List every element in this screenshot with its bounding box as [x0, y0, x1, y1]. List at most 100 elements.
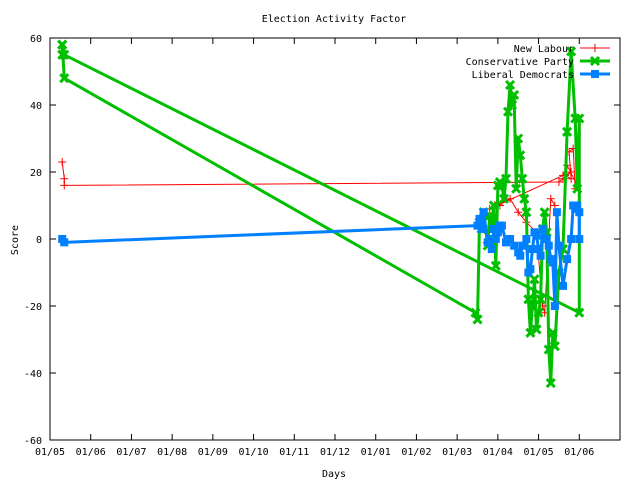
x-tick-label: 01/01 [361, 447, 391, 458]
conservative-party-point [545, 377, 556, 389]
conservative-party-point [539, 207, 550, 218]
liberal-democrats-point [573, 201, 582, 210]
liberal-democrats-point [575, 235, 584, 243]
liberal-democrats-point [559, 281, 567, 290]
new-labour-point [60, 174, 69, 183]
conservative-party-point [529, 274, 540, 285]
liberal-democrats-point [548, 258, 557, 267]
conservative-party-point [470, 307, 481, 318]
y-tick-label: -20 [24, 302, 42, 313]
liberal-democrats-point [536, 251, 545, 260]
conservative-party-point [509, 89, 520, 101]
liberal-democrats-point [526, 265, 535, 274]
conservative-party-point [525, 327, 536, 338]
conservative-party-point [515, 150, 526, 161]
conservative-party-point [531, 324, 542, 335]
new-labour-point [546, 194, 555, 203]
liberal-democrats-point [550, 302, 559, 310]
conservative-party-point [490, 260, 501, 271]
conservative-party-point [523, 294, 534, 305]
conservative-party-point [574, 113, 585, 124]
x-tick-label: 01/09 [198, 447, 228, 458]
new-labour-point [514, 208, 523, 217]
y-tick-label: 60 [30, 34, 42, 45]
liberal-democrats-point [544, 241, 553, 250]
x-tick-label: 01/05 [524, 447, 554, 458]
liberal-democrats-point [518, 241, 527, 250]
new-labour-point [60, 181, 69, 190]
x-tick-label: 01/02 [401, 447, 431, 458]
conservative-party-point [513, 133, 524, 144]
conservative-party-point [572, 183, 583, 194]
y-tick-label: -40 [24, 369, 42, 380]
conservative-party-point [59, 73, 70, 84]
legend-marker-liberal-democrats [591, 70, 599, 78]
conservative-party-point [566, 46, 577, 57]
legend-marker-conservative-party [589, 55, 601, 67]
series-liberal-democrats [58, 201, 584, 310]
conservative-party-point [511, 183, 522, 194]
x-tick-label: 01/04 [483, 447, 513, 458]
legend: New Labour Conservative Party Liberal Demo… [466, 44, 610, 81]
new-labour-point [567, 168, 576, 176]
liberal-democrats-point [60, 238, 69, 247]
conservative-party-point [507, 99, 518, 111]
conservative-party-point [505, 79, 516, 90]
x-tick-label: 01/05 [35, 447, 65, 458]
x-tick-label: 01/07 [116, 447, 146, 458]
liberal-democrats-point [485, 235, 494, 243]
liberal-democrats-point [534, 245, 543, 254]
liberal-democrats-point [510, 241, 519, 250]
x-tick-label: 01/06 [564, 447, 594, 458]
liberal-democrats-point [489, 224, 498, 233]
liberal-democrats-point [575, 208, 584, 217]
liberal-democrats-point [522, 235, 531, 243]
liberal-democrats-point [567, 235, 576, 243]
x-tick-label: 01/11 [279, 447, 309, 458]
liberal-democrats-point [487, 245, 496, 254]
liberal-democrats-point [538, 224, 547, 233]
conservative-party-point [547, 327, 558, 338]
liberal-democrats-point [493, 228, 502, 237]
liberal-democrats-point [554, 241, 563, 250]
liberal-democrats-point [475, 214, 484, 223]
liberal-democrats-point [477, 224, 486, 233]
plot-area [57, 39, 585, 389]
new-labour-point [554, 178, 563, 187]
conservative-party-point [574, 307, 585, 318]
liberal-democrats-point [502, 238, 510, 247]
x-tick-label: 01/10 [239, 447, 269, 458]
liberal-democrats-point [563, 255, 572, 264]
x-axis-label: Days [322, 469, 346, 480]
liberal-democrats-point [532, 231, 541, 240]
axes: -60 -40 -20 0 20 40 60 01/05 01/06 01/07 01/08 01/0… [24, 34, 621, 458]
legend-label-conservative-party: Conservative Party [466, 57, 574, 68]
conservative-party-point [502, 106, 514, 117]
conservative-party-point [488, 200, 499, 211]
liberal-democrats-point [491, 235, 500, 243]
conservative-party-point [533, 307, 544, 318]
liberal-democrats-point [542, 235, 551, 243]
x-tick-label: 01/12 [320, 447, 350, 458]
conservative-party-point [521, 207, 532, 218]
conservative-party-point [535, 294, 546, 305]
new-labour-point [550, 201, 559, 210]
conservative-party-point [519, 193, 530, 204]
liberal-democrats-point [497, 221, 506, 230]
liberal-democrats-point [473, 221, 482, 230]
conservative-party-point [562, 126, 573, 137]
new-labour-point [58, 157, 67, 166]
y-tick-label: 0 [36, 235, 42, 246]
new-labour-point [567, 174, 576, 183]
y-axis-label: Score [10, 225, 21, 255]
y-tick-label: 20 [30, 168, 42, 179]
conservative-party-point [500, 173, 512, 184]
conservative-party-point [498, 193, 510, 204]
liberal-democrats-point [479, 208, 488, 217]
legend-marker-new-labour [591, 44, 599, 52]
conservative-party-point [549, 341, 560, 352]
legend-label-liberal-democrats: Liberal Democrats [472, 70, 574, 81]
liberal-democrats-point [528, 245, 537, 254]
liberal-democrats-point [516, 251, 525, 260]
new-labour-point [506, 194, 515, 203]
